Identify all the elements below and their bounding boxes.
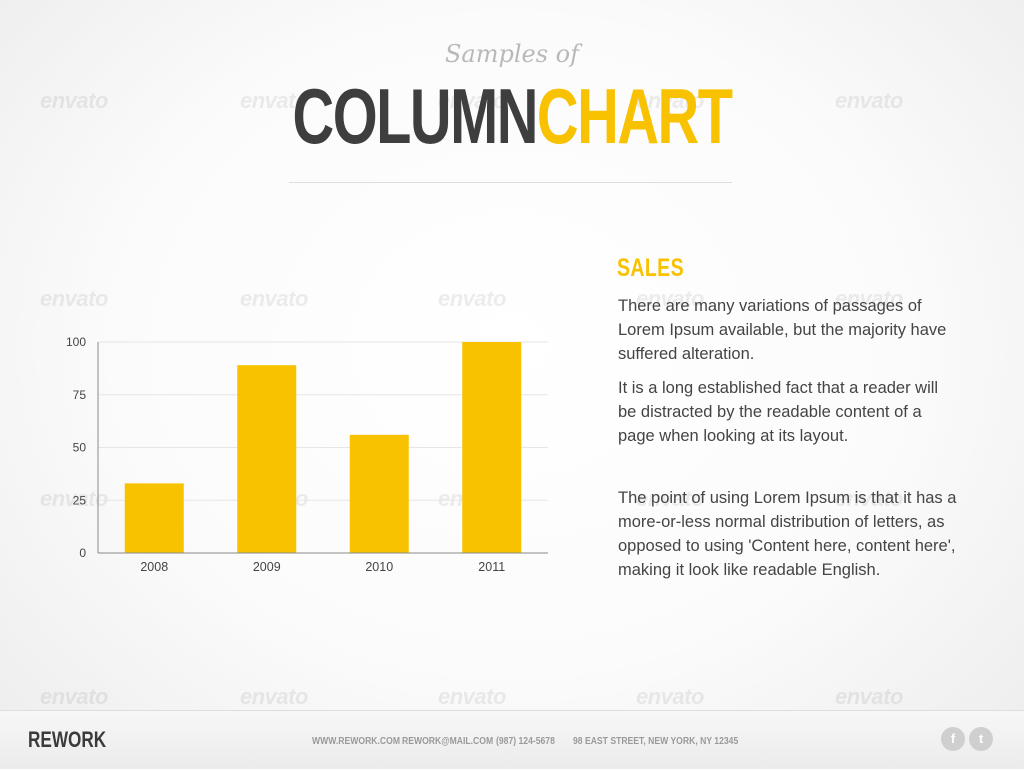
footer: REWORK WWW.REWORK.COM REWORK@MAIL.COM (9…: [0, 710, 1024, 769]
footer-email-link[interactable]: REWORK@MAIL.COM: [402, 735, 494, 747]
y-tick-label: 50: [73, 441, 87, 455]
footer-phone: (987) 124-5678: [496, 735, 555, 747]
footer-brand: REWORK: [28, 727, 107, 752]
title-divider: [289, 182, 732, 183]
envato-watermark: envato: [240, 286, 308, 311]
page-subtitle: Samples of: [444, 40, 580, 68]
bar-2011: [462, 342, 522, 553]
section-heading: SALES: [617, 254, 684, 282]
x-tick-label: 2011: [478, 560, 505, 574]
bar-2008: [124, 483, 184, 553]
title-part-chart: CHART: [536, 72, 733, 160]
bar-2010: [349, 434, 409, 553]
paragraph-2: It is a long established fact that a rea…: [618, 379, 939, 445]
envato-watermark: envato: [438, 684, 506, 709]
y-tick-label: 75: [73, 388, 87, 402]
x-tick-label: 2009: [253, 560, 281, 574]
paragraph-1: There are many variations of passages of…: [618, 297, 947, 363]
envato-watermark: envato: [40, 286, 108, 311]
x-tick-label: 2010: [365, 560, 393, 574]
y-tick-label: 100: [66, 335, 86, 349]
footer-website-link[interactable]: WWW.REWORK.COM: [312, 735, 400, 747]
envato-watermark: envato: [636, 684, 704, 709]
x-tick-label: 2008: [140, 560, 168, 574]
envato-watermark: envato: [438, 286, 506, 311]
y-tick-label: 25: [73, 493, 87, 507]
footer-address: 98 EAST STREET, NEW YORK, NY 12345: [573, 735, 739, 747]
column-chart: 0 25 50 75 100 2008 2009 2010 2011: [66, 335, 548, 574]
page-title: COLUMNCHART: [133, 72, 891, 160]
envato-watermark: envato: [40, 684, 108, 709]
title-part-column: COLUMN: [292, 72, 538, 160]
envato-watermark: envato: [835, 684, 903, 709]
twitter-icon[interactable]: t: [969, 727, 993, 751]
envato-watermark: envato: [40, 88, 108, 113]
y-tick-label: 0: [79, 546, 86, 560]
paragraph-3: The point of using Lorem Ipsum is that i…: [618, 489, 957, 579]
envato-watermark: envato: [240, 684, 308, 709]
facebook-icon[interactable]: f: [941, 727, 965, 751]
bar-2009: [237, 365, 297, 553]
